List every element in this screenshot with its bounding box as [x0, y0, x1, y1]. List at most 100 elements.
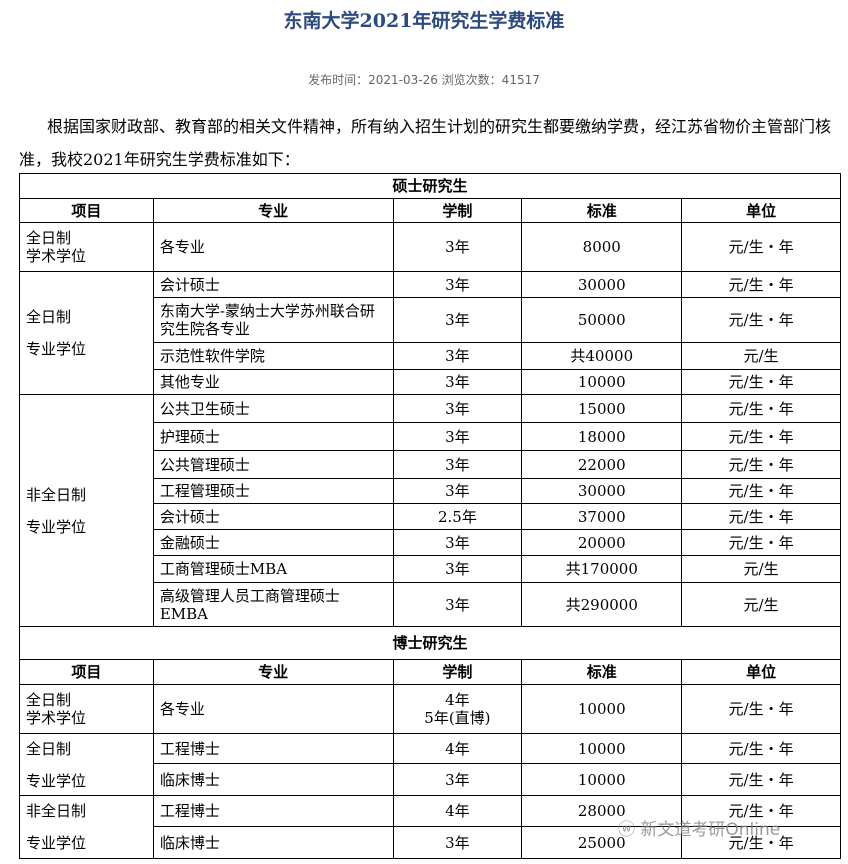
category-degree-type: 专业学位 [26, 834, 87, 852]
category-degree-type: 学术学位 [26, 709, 87, 727]
column-header: 标准 [521, 198, 683, 223]
category-study-mode: 全日制 [26, 739, 72, 758]
unit-cell: 元/生・年 [681, 369, 841, 395]
table-row: 工程管理硕士 3年 30000 元/生・年 [20, 478, 841, 504]
page-title: 东南大学2021年研究生学费标准 [283, 10, 565, 32]
fee-cell: 30000 [521, 271, 683, 298]
fee-cell: 8000 [521, 222, 683, 272]
column-header: 学制 [392, 198, 523, 223]
table-row: 会计硕士 2.5年 37000 元/生・年 [20, 503, 841, 530]
fee-cell: 共40000 [521, 342, 683, 370]
unit-cell: 元/生 [681, 555, 841, 583]
major-cell: 金融硕士 [152, 529, 394, 556]
major-cell: 工商管理硕士MBA [152, 555, 394, 583]
category-degree-type: 专业学位 [26, 340, 87, 358]
duration-cell: 2.5年 [392, 503, 523, 530]
category-study-mode: 全日制 [26, 308, 72, 326]
section-row: 硕士研究生 [19, 173, 841, 199]
section-title: 硕士研究生 [19, 173, 841, 199]
duration-cell: 3年 [392, 450, 523, 479]
unit-cell: 元/生 [681, 342, 841, 370]
fee-cell: 28000 [521, 795, 683, 827]
table-row: 示范性软件学院 3年 共40000 元/生 [20, 342, 841, 370]
duration-cell: 4年 5年(直博) [392, 684, 523, 734]
tuition-table: 硕士研究生 项目 专业 学制 标准 单位 全日制 学术学位 各专业 3年 8000 元/生・年 全日制专… [19, 173, 841, 859]
watermark: ⓦ 新文道考研Online [618, 815, 780, 840]
unit-cell: 元/生・年 [681, 684, 841, 734]
table-row: 临床博士 3年 25000 元/生・年 [20, 826, 841, 859]
unit-cell: 元/生・年 [681, 795, 841, 827]
column-header: 专业 [152, 198, 394, 223]
category-cell: 非全日制 专业学位 [19, 394, 154, 627]
table-row: 全日制 专业学位 会计硕士 3年 30000 元/生・年 [19, 271, 841, 395]
table-row: 全日制 专业学位 工程博士 4年 10000 元/生・年 [19, 733, 841, 796]
unit-cell: 元/生・年 [681, 450, 841, 479]
column-header: 单位 [681, 659, 841, 685]
fee-cell: 共170000 [521, 555, 683, 583]
fee-cell: 15000 [521, 394, 683, 423]
fee-cell: 10000 [521, 369, 683, 395]
duration-cell: 3年 [392, 342, 523, 370]
unit-cell: 元/生・年 [681, 422, 841, 451]
major-cell: 工程管理硕士 [152, 478, 394, 504]
fee-cell: 10000 [521, 763, 683, 796]
section-row: 博士研究生 [19, 626, 841, 660]
duration-cell: 4年 [392, 733, 523, 764]
table-row: 公共管理硕士 3年 22000 元/生・年 [20, 450, 841, 479]
duration-cell: 3年 [392, 582, 523, 627]
unit-cell: 元/生・年 [681, 271, 841, 298]
table-row: 非全日制 专业学位 公共卫生硕士 3年 15000 元/生・年 [19, 394, 841, 627]
category-degree-type: 专业学位 [26, 517, 87, 536]
duration-cell: 3年 [392, 394, 523, 423]
major-cell: 工程博士 [152, 733, 394, 764]
major-cell: 公共管理硕士 [152, 450, 394, 479]
major-cell: 公共卫生硕士 [152, 394, 394, 423]
major-cell: 工程博士 [152, 795, 394, 827]
major-cell: 各专业 [152, 222, 394, 272]
fee-cell: 18000 [521, 422, 683, 451]
fee-cell: 22000 [521, 450, 683, 479]
column-header: 单位 [681, 198, 841, 223]
fee-cell: 10000 [521, 733, 683, 764]
category-cell: 全日制 学术学位 [19, 222, 154, 272]
duration-cell: 3年 [392, 271, 523, 298]
unit-cell: 元/生・年 [681, 478, 841, 504]
duration-cell: 3年 [392, 826, 523, 859]
publish-meta: 发布时间：2021-03-26 浏览次数：41517 [308, 73, 540, 87]
major-cell: 会计硕士 [152, 271, 394, 298]
column-header: 标准 [521, 659, 683, 685]
unit-cell: 元/生・年 [681, 733, 841, 764]
header-row: 项目 专业 学制 标准 单位 [19, 659, 841, 685]
fee-cell: 共290000 [521, 582, 683, 627]
fee-cell: 25000 [521, 826, 683, 859]
watermark-text: 新文道考研Online [640, 820, 781, 840]
column-header: 专业 [152, 659, 394, 685]
table-row: 全日制 学术学位 各专业 3年 8000 元/生・年 [19, 222, 841, 272]
column-header: 项目 [19, 198, 154, 223]
major-cell: 东南大学-蒙纳士大学苏州联合研究生院各专业 [152, 297, 394, 343]
major-cell: 示范性软件学院 [152, 342, 394, 370]
table-row: 高级管理人员工商管理硕士EMBA 3年 共290000 元/生 [20, 582, 841, 627]
category-cell: 全日制 专业学位 [19, 733, 154, 796]
category-cell: 全日制 专业学位 [19, 271, 154, 395]
duration-cell: 3年 [392, 297, 523, 343]
unit-cell: 元/生・年 [681, 529, 841, 556]
duration-cell: 3年 [392, 478, 523, 504]
major-cell: 各专业 [152, 684, 394, 734]
header-row: 项目 专业 学制 标准 单位 [19, 198, 841, 223]
duration-cell: 3年 [392, 763, 523, 796]
intro-paragraph: 根据国家财政部、教育部的相关文件精神，所有纳入招生计划的研究生都要缴纳学费，经江… [19, 117, 832, 169]
major-cell: 临床博士 [152, 763, 394, 796]
unit-cell: 元/生 [681, 582, 841, 627]
table-row: 东南大学-蒙纳士大学苏州联合研究生院各专业 3年 50000 元/生・年 [20, 297, 841, 343]
fee-cell: 10000 [521, 684, 683, 734]
column-header: 项目 [19, 659, 154, 685]
major-cell: 会计硕士 [152, 503, 394, 530]
category-study-mode: 全日制 [26, 229, 72, 247]
major-cell: 护理硕士 [152, 422, 394, 451]
duration-cell: 3年 [392, 422, 523, 451]
section-title: 博士研究生 [19, 626, 841, 660]
unit-cell: 元/生・年 [681, 222, 841, 272]
category-cell: 全日制 学术学位 [19, 684, 154, 734]
major-cell: 高级管理人员工商管理硕士EMBA [152, 582, 394, 627]
